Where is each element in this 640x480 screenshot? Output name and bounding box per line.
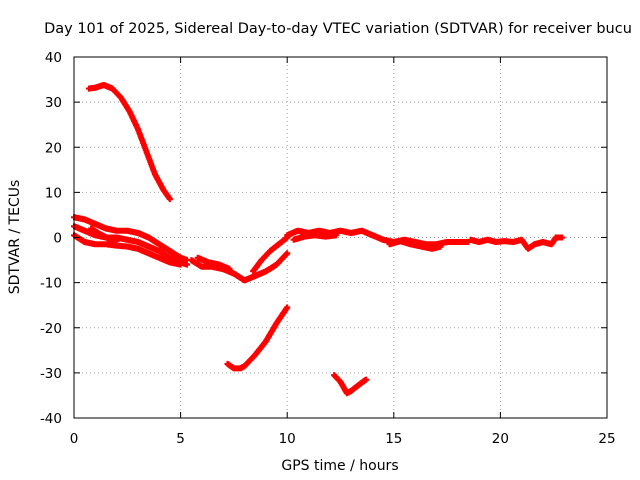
data-point-markers [194,254,233,273]
x-tick-label: 10 [279,431,296,447]
series-segment [386,238,444,252]
y-tick-label: -10 [40,276,62,292]
x-axis-label: GPS time / hours [281,458,398,474]
data-point-markers [224,304,291,372]
axes: 0 5 10 15 20 25 -40 -30 -20 -10 0 10 20 30 40 [40,50,616,447]
y-tick-label: 20 [45,140,62,156]
data-point-markers [386,238,444,252]
data-point-markers [284,227,376,239]
chart-title: Day 101 of 2025, Sidereal Day-to-day VTE… [44,21,632,37]
y-tick-label: 10 [45,185,62,201]
y-tick-label: 0 [53,231,62,247]
y-axis-label: SDTVAR / TECUs [7,180,23,295]
x-tick-label: 5 [176,431,185,447]
data-point-markers [188,250,291,284]
y-tick-label: -40 [40,411,62,427]
series-segment [331,372,370,397]
x-tick-label: 0 [70,431,79,447]
series-segment [467,234,566,252]
series-segment [188,250,291,284]
data-point-markers [250,234,291,275]
series-segment [250,234,291,275]
data-point-markers [85,82,173,203]
series-segment [284,227,376,239]
data-series [71,82,566,397]
series-segment [224,304,291,372]
series-segment [88,225,120,245]
series-segment [194,254,233,273]
x-tick-label: 20 [492,431,509,447]
x-tick-label: 15 [385,431,402,447]
data-point-markers [467,234,566,252]
y-tick-label: -20 [40,321,62,337]
y-tick-label: 30 [45,95,62,111]
data-point-markers [290,232,340,243]
series-segment [290,232,340,243]
data-point-markers [331,372,370,397]
data-point-markers [88,225,120,245]
x-tick-label: 25 [598,431,615,447]
y-tick-label: 40 [45,50,62,66]
y-tick-label: -30 [40,366,62,382]
series-segment [85,82,173,203]
